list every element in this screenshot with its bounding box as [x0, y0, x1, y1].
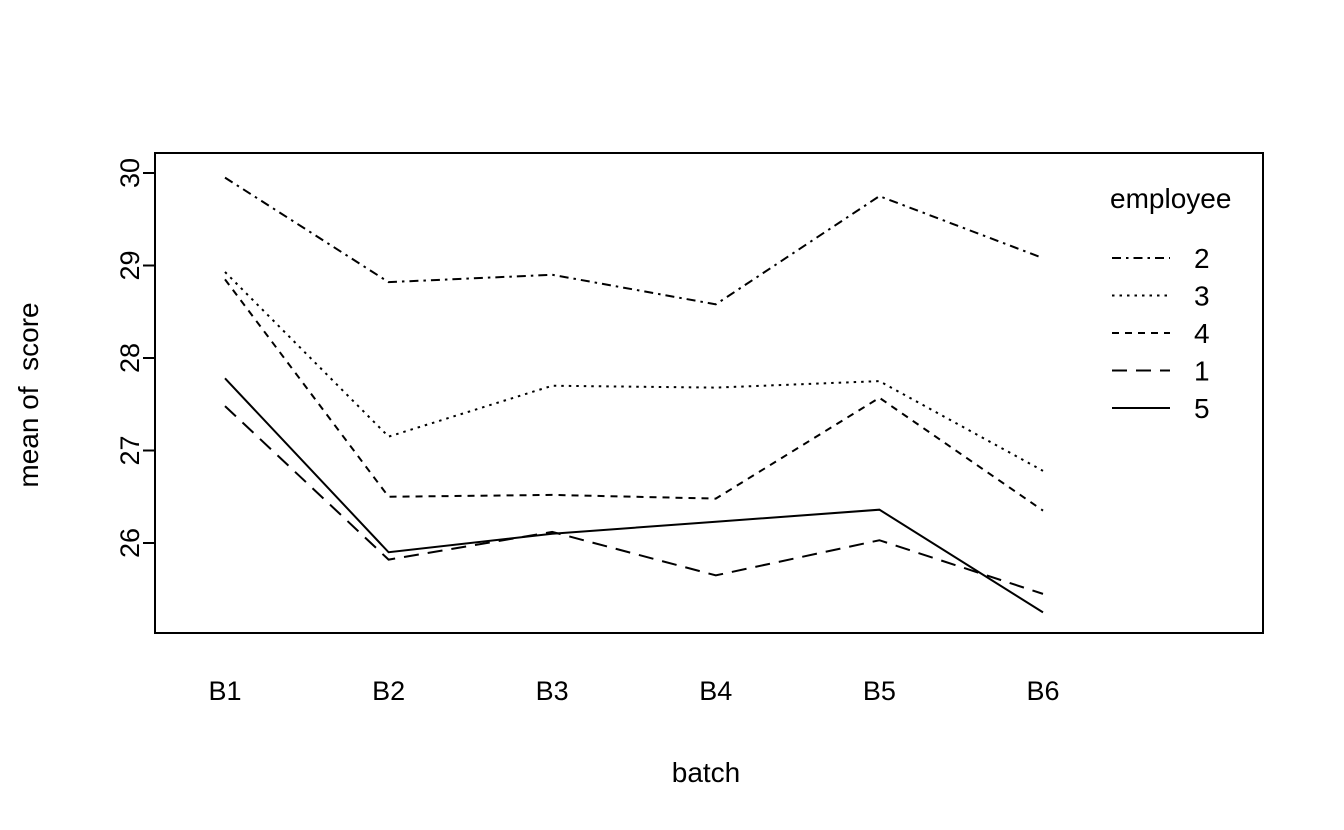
x-tick-label: B6: [1026, 676, 1059, 706]
y-tick-label: 30: [115, 158, 145, 188]
series-line-employee-4: [224, 278, 1044, 512]
y-tick-label: 28: [115, 343, 145, 373]
series-line-employee-5: [224, 377, 1044, 614]
series-line-employee-1: [224, 405, 1044, 595]
legend-title: employee: [1110, 183, 1231, 214]
x-axis-title: batch: [672, 757, 741, 788]
x-axis-labels: B1 B2 B3 B4 B5 B6: [208, 676, 1059, 706]
x-tick-label: B3: [536, 676, 569, 706]
y-tick-label: 27: [115, 435, 145, 465]
series-line-employee-2: [224, 176, 1044, 306]
y-tick-label: 26: [115, 528, 145, 558]
x-tick-label: B1: [208, 676, 241, 706]
legend-items: 2 3 4 1 5: [1112, 243, 1210, 424]
legend-label-2: 2: [1194, 243, 1210, 274]
y-axis-ticks: 26 27 28 29 30: [115, 158, 155, 558]
plot-border: [154, 152, 1264, 634]
legend: employee 2 3 4 1 5: [1110, 183, 1231, 424]
x-tick-label: B2: [372, 676, 405, 706]
legend-label-4: 4: [1194, 318, 1210, 349]
x-tick-label: B4: [699, 676, 732, 706]
series-line-employee-3: [224, 271, 1044, 472]
legend-label-5: 5: [1194, 393, 1210, 424]
x-tick-label: B5: [863, 676, 896, 706]
y-tick-label: 29: [115, 250, 145, 280]
series-lines: [224, 176, 1044, 614]
legend-label-1: 1: [1194, 356, 1210, 387]
y-axis-title: mean of score: [13, 302, 44, 487]
legend-label-3: 3: [1194, 281, 1210, 312]
